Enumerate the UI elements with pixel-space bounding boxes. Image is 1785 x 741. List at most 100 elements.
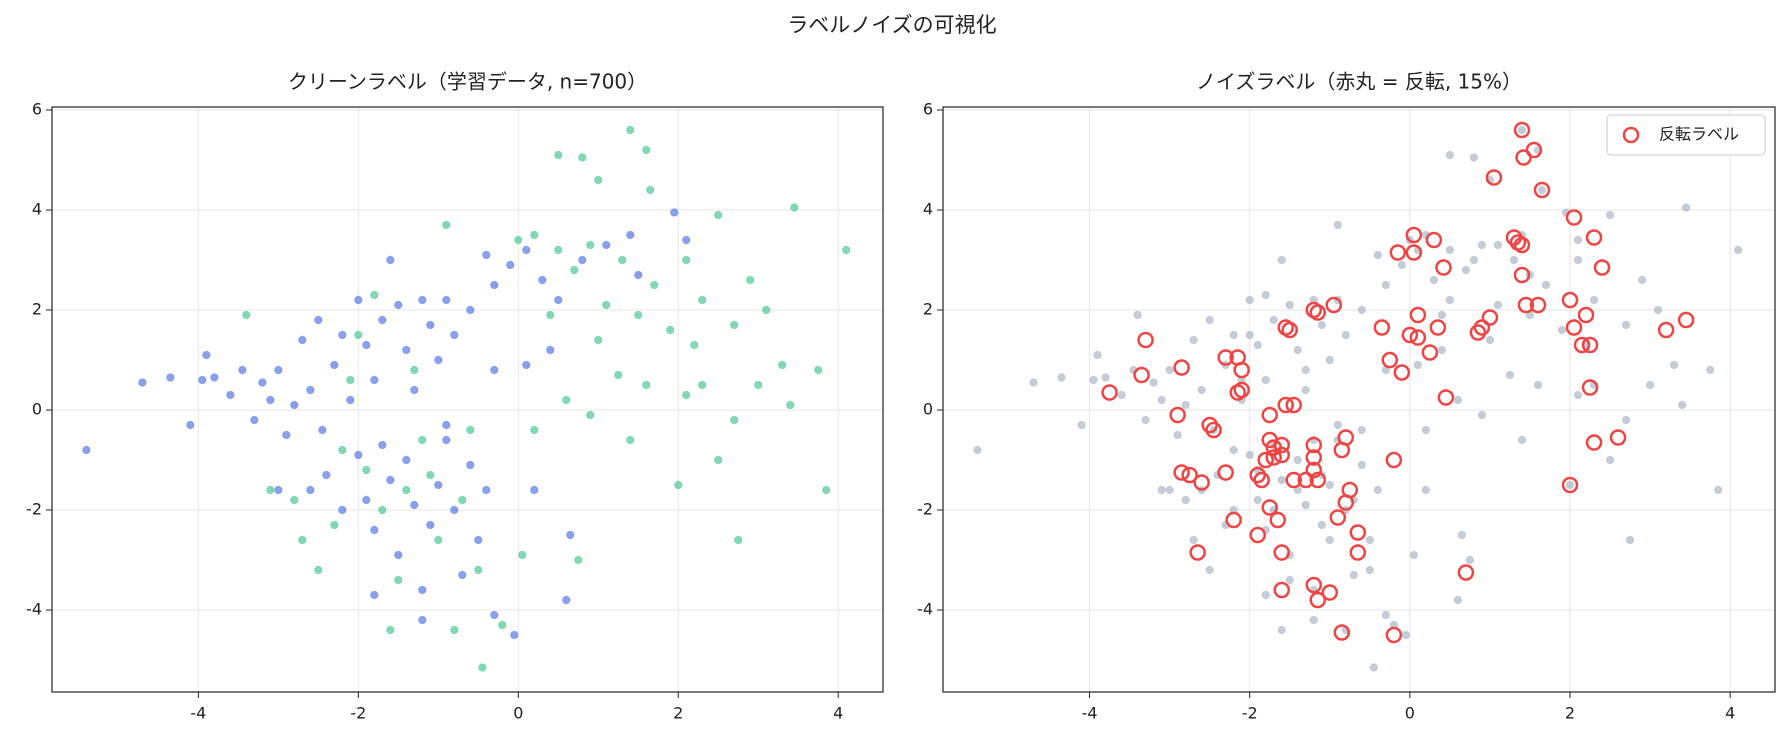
scatter-point	[1305, 436, 1323, 454]
scatter-point	[1101, 373, 1110, 382]
scatter-point	[202, 350, 211, 360]
scatter-point	[362, 340, 371, 350]
scatter-point	[1513, 266, 1531, 284]
scatter-point	[1349, 524, 1367, 541]
scatter-point	[290, 495, 299, 505]
scatter-point	[1485, 169, 1503, 186]
scatter-point	[1305, 449, 1323, 466]
scatter-point	[1365, 565, 1375, 575]
scatter-point	[1189, 544, 1206, 561]
scatter-point	[306, 385, 315, 395]
scatter-point	[138, 378, 147, 387]
scatter-point	[682, 390, 691, 400]
scatter-point	[1593, 259, 1611, 276]
scatter-point	[734, 535, 743, 545]
x-tick-label: 4	[1725, 704, 1735, 723]
scatter-point	[1269, 315, 1278, 325]
scatter-point	[1349, 570, 1358, 580]
scatter-point	[338, 445, 347, 455]
scatter-point	[1261, 590, 1270, 600]
scatter-point	[1261, 499, 1278, 516]
scatter-point	[466, 425, 475, 435]
scatter-point	[318, 425, 327, 435]
scatter-point	[1117, 390, 1126, 400]
scatter-point	[586, 240, 595, 250]
scatter-point	[1309, 304, 1327, 321]
scatter-point	[1369, 663, 1379, 672]
scatter-point	[1513, 236, 1531, 254]
scatter-point	[1469, 153, 1479, 162]
scatter-point	[1381, 610, 1391, 620]
scatter-point	[1309, 615, 1318, 625]
scatter-point	[1245, 295, 1254, 305]
scatter-point	[1217, 349, 1234, 366]
scatter-point	[1285, 575, 1294, 585]
scatter-point	[1093, 350, 1102, 360]
scatter-point	[1625, 535, 1635, 545]
scatter-point	[1565, 480, 1575, 490]
scatter-point	[1325, 535, 1334, 545]
y-tick-label: 2	[923, 300, 933, 319]
scatter-point	[1205, 315, 1214, 325]
scatter-point	[1517, 125, 1527, 135]
scatter-point	[1425, 231, 1443, 249]
scatter-point	[298, 335, 307, 345]
y-tick-label: -2	[26, 500, 42, 519]
scatter-point	[790, 203, 799, 212]
scatter-point	[1341, 330, 1350, 340]
scatter-point	[1325, 355, 1334, 365]
scatter-point	[1141, 415, 1150, 425]
scatter-point	[474, 535, 483, 545]
y-tick-label: -2	[917, 500, 933, 519]
scatter-point	[402, 455, 411, 465]
scatter-point	[1293, 455, 1302, 465]
scatter-point	[354, 295, 363, 305]
scatter-point	[682, 255, 691, 265]
scatter-point	[510, 630, 519, 640]
scatter-point	[1621, 415, 1631, 425]
scatter-point	[1437, 389, 1455, 406]
scatter-point	[1405, 226, 1423, 244]
scatter-point	[1057, 373, 1066, 382]
scatter-point	[1581, 379, 1599, 396]
scatter-point	[1133, 366, 1150, 384]
scatter-point	[458, 495, 467, 505]
scatter-point	[578, 153, 587, 162]
scatter-point	[1169, 406, 1186, 424]
scatter-point	[1325, 296, 1343, 314]
scatter-point	[554, 150, 563, 160]
scatter-point	[546, 310, 555, 320]
scatter-point	[442, 435, 451, 445]
scatter-point	[1453, 595, 1463, 605]
scatter-point	[1273, 544, 1290, 561]
scatter-point	[634, 270, 643, 280]
scatter-point	[354, 330, 363, 340]
scatter-point	[1517, 435, 1527, 445]
scatter-point	[1573, 235, 1583, 245]
scatter-point	[1373, 485, 1383, 495]
scatter-point	[1681, 203, 1691, 212]
scatter-point	[762, 305, 771, 315]
scatter-point	[442, 295, 451, 305]
scatter-point	[466, 305, 475, 315]
scatter-point	[1481, 309, 1499, 326]
scatter-point	[314, 315, 323, 325]
scatter-point	[1245, 330, 1254, 340]
scatter-point	[594, 175, 603, 185]
scatter-point	[426, 320, 435, 330]
scatter-point	[1197, 385, 1206, 395]
scatter-point	[1181, 495, 1190, 505]
scatter-point	[602, 240, 611, 250]
scatter-point	[1309, 591, 1327, 609]
scatter-point	[426, 470, 435, 480]
scatter-point	[394, 550, 403, 560]
scatter-point	[442, 420, 451, 430]
scatter-point	[434, 535, 443, 545]
scatter-point	[238, 365, 247, 375]
scatter-point	[1669, 360, 1679, 370]
scatter-point	[330, 520, 339, 530]
scatter-point	[1157, 485, 1166, 495]
scatter-point	[674, 480, 683, 490]
x-tick-label: -2	[1242, 704, 1258, 723]
